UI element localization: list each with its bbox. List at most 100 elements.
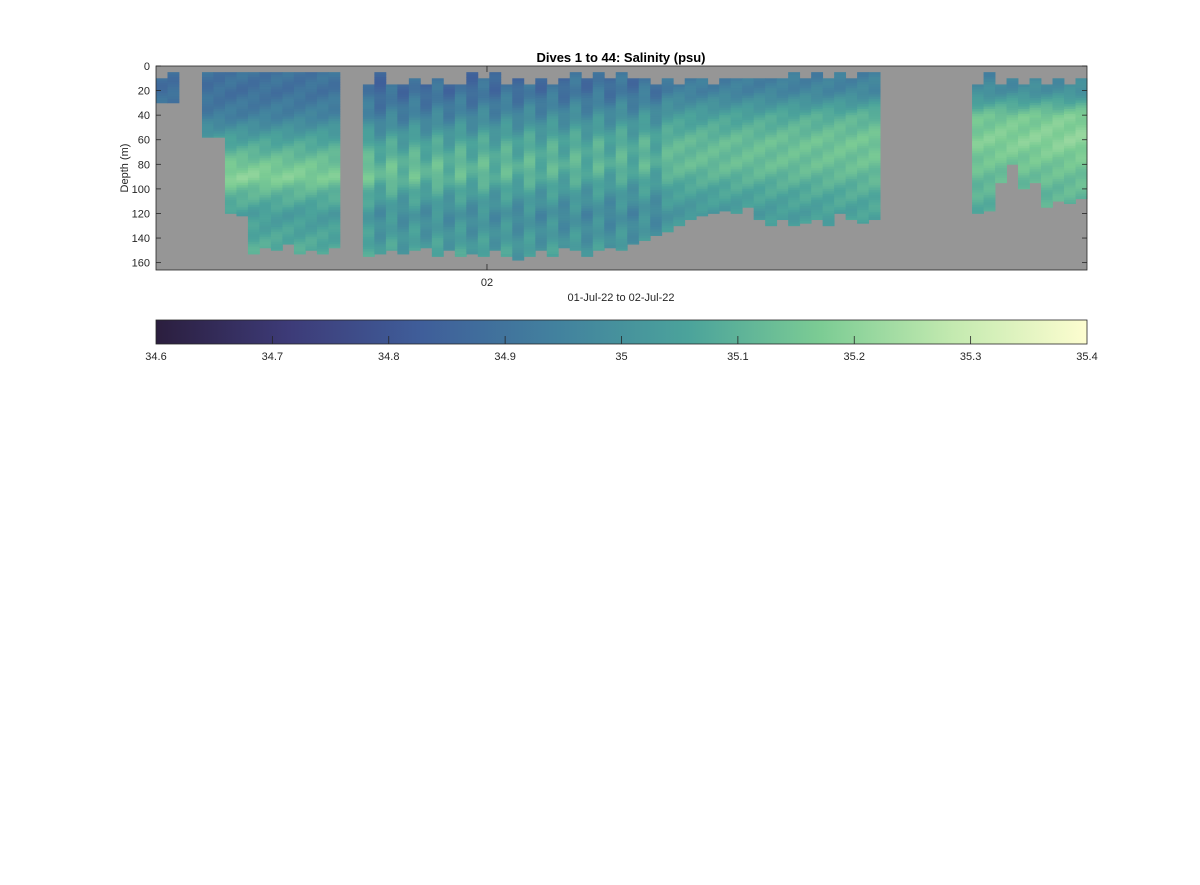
heatmap-cell [581,93,594,96]
heatmap-cell [650,165,663,169]
heatmap-cell [443,89,456,93]
heatmap-cell [167,101,180,104]
heatmap-cell [834,207,847,211]
heatmap-cell [385,170,398,174]
heatmap-cell [1064,136,1076,139]
heatmap-cell [788,109,801,112]
heatmap-cell [650,224,663,228]
heatmap-cell [397,131,410,134]
heatmap-cell [362,86,375,90]
heatmap-cell [604,196,617,200]
heatmap-cell [500,109,513,112]
heatmap-cell [224,160,237,164]
heatmap-cell [615,143,628,147]
heatmap-cell [420,140,433,144]
heatmap-cell [259,163,272,166]
heatmap-cell [259,77,272,80]
heatmap-cell [443,249,456,251]
heatmap-cell [638,129,651,133]
heatmap-cell [581,191,594,195]
heatmap-cell [1006,93,1019,96]
heatmap-cell [385,99,398,103]
heatmap-cell [753,183,766,187]
heatmap-cell [362,249,375,252]
heatmap-cell [420,207,433,211]
heatmap-cell [604,174,617,177]
heatmap-cell [156,97,168,101]
heatmap-cell [627,90,640,94]
heatmap-cell [316,111,329,115]
heatmap-cell [546,118,559,122]
heatmap-cell [408,156,421,160]
heatmap-cell [512,255,525,259]
heatmap-cell [811,118,824,122]
heatmap-cell [523,192,536,196]
heatmap-cell [328,155,341,159]
heatmap-cell [259,89,272,93]
heatmap-cell [477,137,490,141]
heatmap-cell [661,152,674,155]
heatmap-cell [374,84,387,88]
heatmap-cell [696,164,709,168]
heatmap-cell [512,252,525,256]
heatmap-cell [397,101,410,105]
heatmap-cell [604,122,617,126]
heatmap-cell [811,217,824,221]
heatmap-cell [592,99,605,103]
heatmap-cell [822,127,835,131]
heatmap-cell [535,139,548,143]
heatmap-cell [523,180,536,184]
heatmap-cell [845,176,858,180]
heatmap-cell [328,91,341,95]
heatmap-cell [397,138,410,142]
heatmap-cell [673,104,686,107]
heatmap-cell [776,213,789,217]
heatmap-cell [477,240,490,244]
heatmap-cell [581,233,594,236]
heatmap-cell [857,187,870,191]
heatmap-cell [776,83,789,87]
heatmap-cell [719,93,732,96]
heatmap-cell [454,207,467,211]
heatmap-cell [730,95,743,99]
heatmap-cell [500,148,513,152]
heatmap-cell [500,89,513,93]
heatmap-cell [512,164,525,168]
heatmap-cell [535,97,548,101]
heatmap-cell [466,251,479,255]
heatmap-cell [293,214,306,218]
heatmap-cell [604,102,617,106]
heatmap-cell [1006,147,1019,150]
heatmap-cell [972,187,984,191]
heatmap-cell [489,244,502,248]
heatmap-cell [788,113,801,117]
heatmap-cell [811,195,824,198]
heatmap-cell [443,199,456,203]
heatmap-cell [1029,122,1042,126]
heatmap-cell [696,142,709,146]
heatmap-cell [270,123,283,127]
heatmap-cell [512,149,525,153]
heatmap-cell [362,126,375,130]
heatmap-cell [270,195,283,198]
heatmap-cell [420,104,433,107]
heatmap-cell [316,136,329,139]
heatmap-cell [270,217,283,221]
heatmap-cell [811,140,824,144]
heatmap-cell [834,128,847,132]
heatmap-cell [282,138,295,142]
heatmap-cell [270,180,283,184]
heatmap-cell [362,214,375,218]
heatmap-cell [259,131,272,134]
heatmap-cell [500,197,513,201]
heatmap-cell [293,118,306,122]
heatmap-cell [270,94,283,98]
heatmap-cell [431,80,444,84]
heatmap-cell [1041,128,1053,132]
heatmap-cell [408,149,421,153]
heatmap-cell [719,88,732,91]
heatmap-cell [328,131,341,134]
heatmap-cell [684,171,697,175]
heatmap-cell [558,107,571,111]
heatmap-cell [1075,83,1088,87]
